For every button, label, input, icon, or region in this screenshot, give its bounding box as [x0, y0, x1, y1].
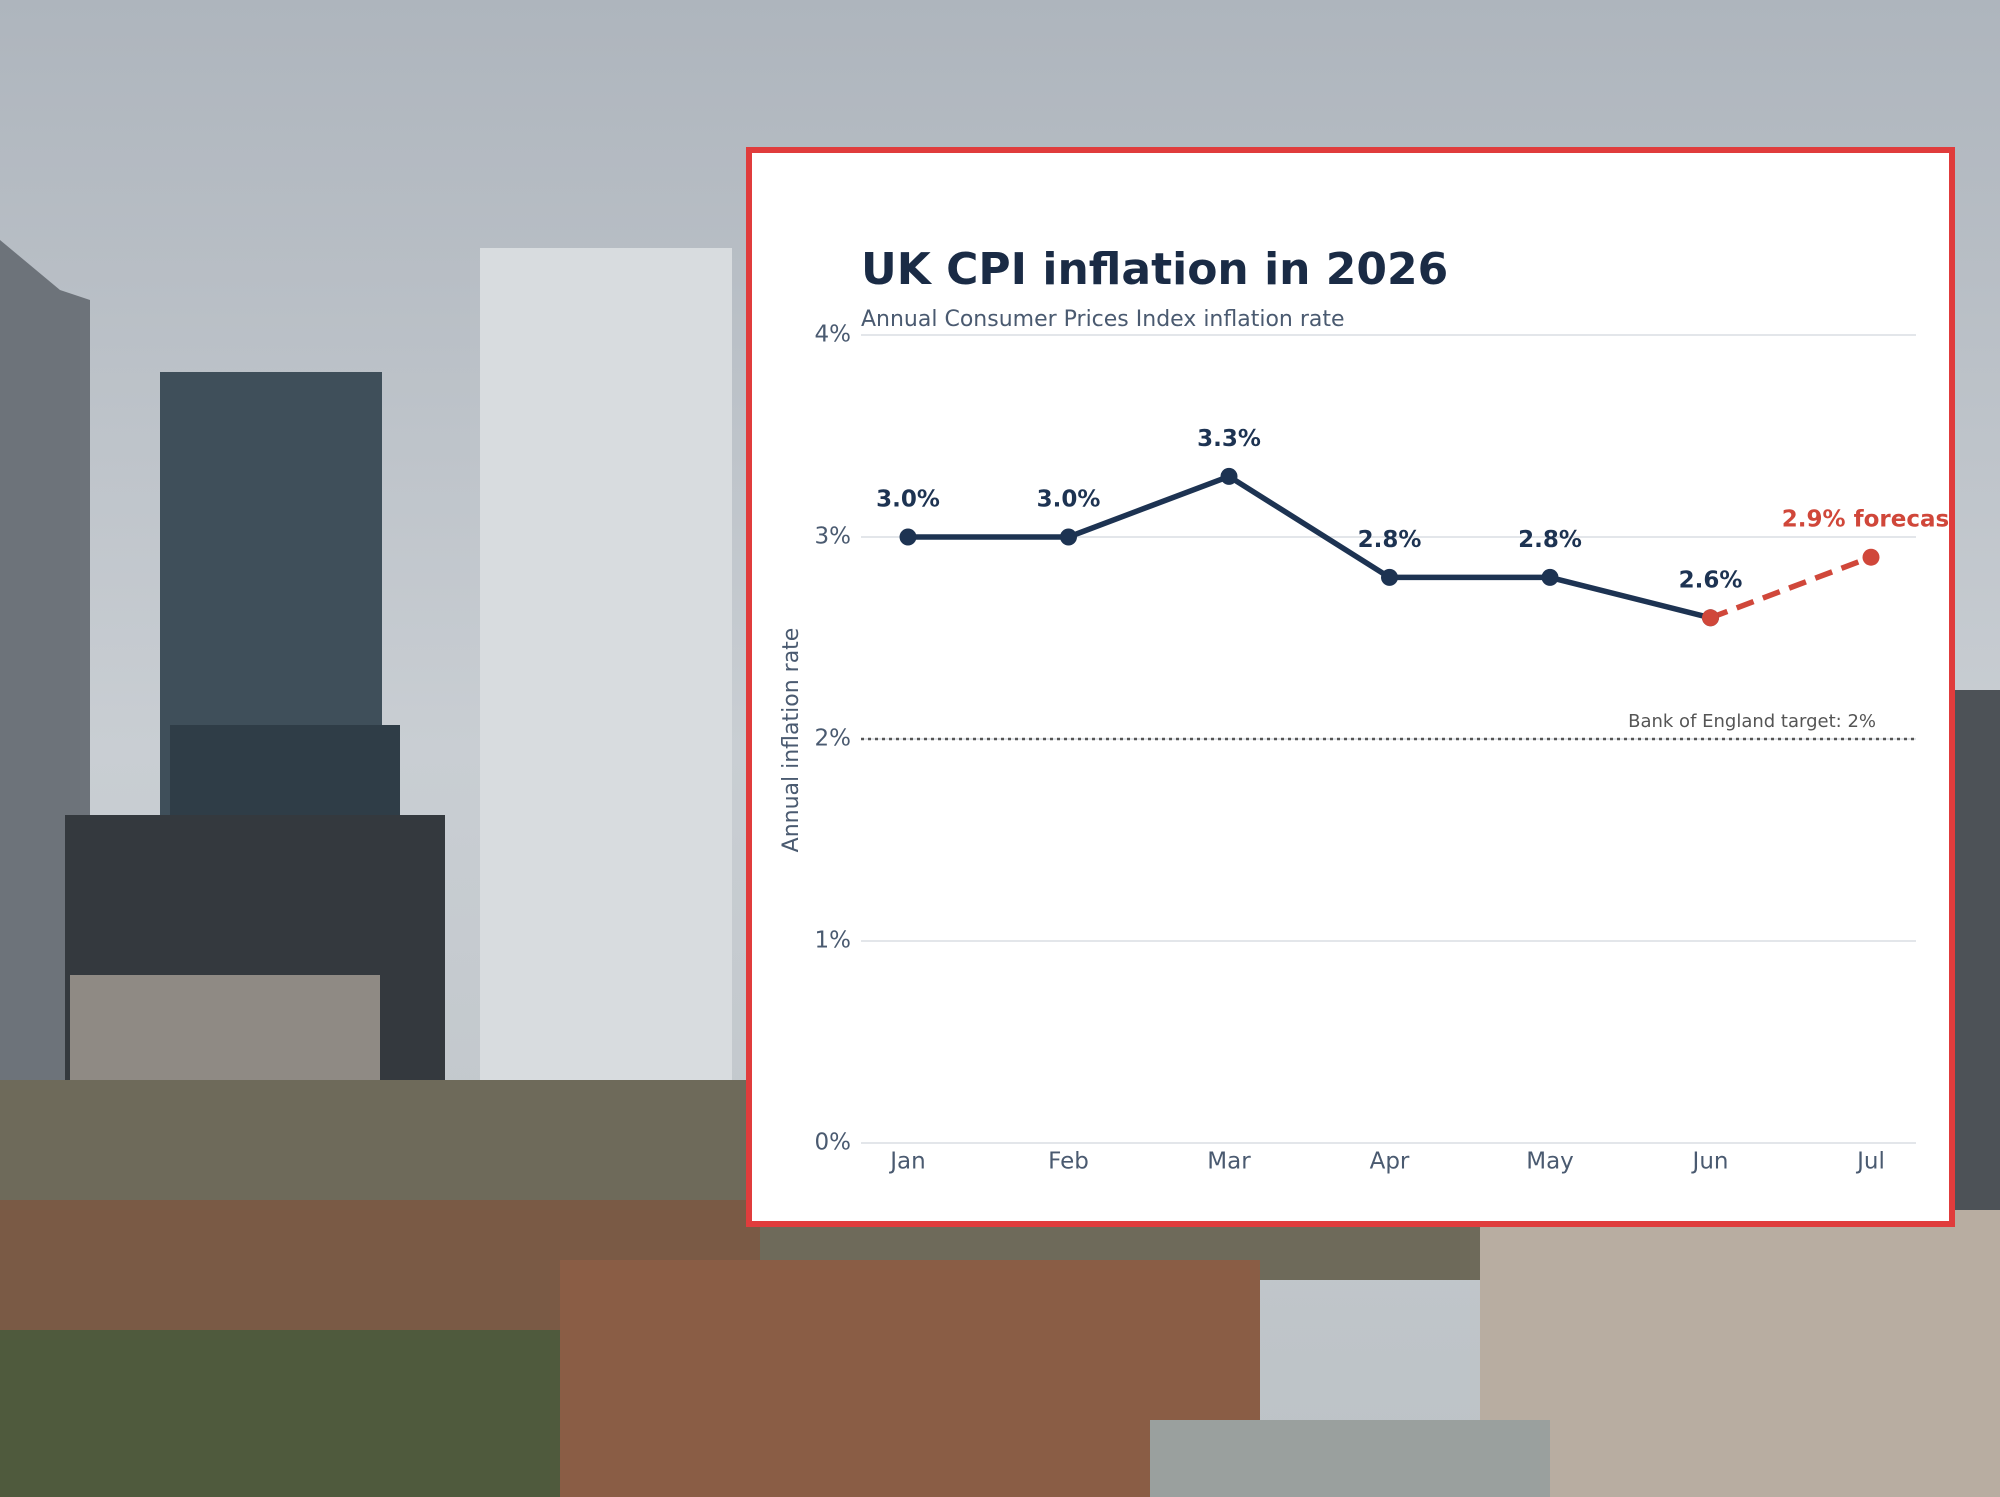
data-point — [1060, 528, 1077, 546]
data-point — [899, 528, 917, 546]
x-tick-label: Jul — [1855, 1149, 1885, 1175]
y-tick-label: 0% — [815, 1130, 852, 1156]
y-tick-label: 4% — [815, 322, 852, 348]
data-point — [1220, 467, 1238, 485]
y-tick-label: 1% — [815, 928, 852, 954]
data-point — [1381, 568, 1398, 586]
x-tick-label: Jan — [888, 1149, 925, 1175]
x-tick-label: Apr — [1370, 1149, 1410, 1175]
chart-title: UK CPI inflation in 2026 — [861, 244, 1448, 295]
data-point — [1862, 548, 1880, 566]
data-label: 2.9% forecast — [1782, 507, 1960, 533]
x-tick-label: Mar — [1207, 1149, 1251, 1175]
x-tick-label: May — [1526, 1149, 1574, 1175]
data-label: 3.3% — [1197, 426, 1261, 452]
x-tick-label: Feb — [1048, 1149, 1089, 1175]
chart-subtitle: Annual Consumer Prices Index inflation r… — [861, 307, 1345, 332]
data-label: 3.0% — [876, 487, 940, 513]
target-label: Bank of England target: 2% — [1628, 711, 1876, 732]
data-label: 2.8% — [1358, 527, 1422, 553]
series-line — [1709, 554, 1872, 621]
data-label: 2.8% — [1518, 527, 1582, 553]
y-tick-label: 2% — [815, 726, 852, 752]
series-line — [908, 473, 1712, 621]
x-tick-label: Jun — [1691, 1149, 1729, 1175]
data-point — [1541, 568, 1559, 586]
data-label: 3.0% — [1037, 487, 1101, 513]
chart-card — [746, 147, 1955, 1227]
y-axis-label: Annual inflation rate — [779, 628, 804, 853]
chart: UK CPI inflation in 2026 Annual Consumer… — [779, 244, 1960, 1175]
y-tick-label: 3% — [815, 524, 852, 550]
data-label: 2.6% — [1679, 567, 1743, 593]
data-point — [1702, 609, 1719, 627]
